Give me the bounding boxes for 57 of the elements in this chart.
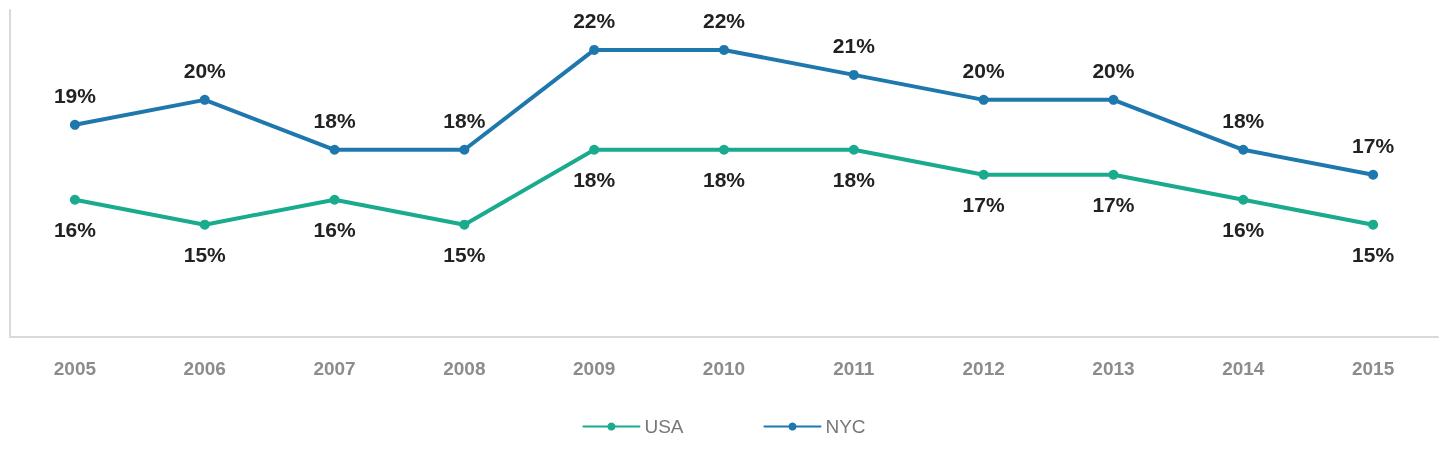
x-tick-label: 2010 bbox=[702, 358, 746, 379]
data-label: 18% bbox=[832, 167, 876, 191]
point bbox=[719, 44, 729, 55]
point bbox=[329, 194, 340, 205]
data-label: 21% bbox=[832, 33, 876, 57]
point bbox=[69, 119, 80, 130]
data-label: 15% bbox=[1352, 242, 1395, 266]
data-label: 16% bbox=[1222, 217, 1265, 241]
data-label: 16% bbox=[313, 217, 356, 241]
legend-label: USA bbox=[644, 416, 684, 437]
data-label: 19% bbox=[53, 83, 97, 107]
point bbox=[719, 144, 729, 155]
data-label: 20% bbox=[183, 58, 227, 82]
data-label: 18% bbox=[443, 108, 486, 132]
point bbox=[589, 44, 600, 55]
point bbox=[589, 144, 600, 155]
data-label: 15% bbox=[443, 242, 486, 266]
x-tick-label: 2007 bbox=[313, 358, 356, 379]
point bbox=[69, 194, 80, 205]
point bbox=[848, 69, 859, 80]
x-tick-label: 2011 bbox=[833, 358, 875, 379]
x-tick-label: 2006 bbox=[183, 358, 226, 379]
data-label: 18% bbox=[573, 167, 616, 191]
legend-label: NYC bbox=[825, 416, 866, 437]
point bbox=[199, 219, 210, 230]
data-label: 20% bbox=[962, 58, 1005, 82]
point bbox=[1238, 194, 1249, 205]
x-tick-label: 2008 bbox=[443, 358, 486, 379]
point bbox=[1368, 169, 1379, 180]
point bbox=[1108, 94, 1119, 105]
point bbox=[459, 219, 470, 230]
x-tick-label: 2013 bbox=[1092, 358, 1135, 379]
data-label: 17% bbox=[1352, 133, 1395, 157]
point bbox=[1108, 169, 1119, 180]
point bbox=[848, 144, 859, 155]
data-label: 15% bbox=[183, 242, 227, 266]
data-label: 18% bbox=[702, 167, 746, 191]
data-label: 17% bbox=[1092, 192, 1135, 216]
x-tick-label: 2015 bbox=[1351, 358, 1395, 379]
data-label: 18% bbox=[1222, 108, 1265, 132]
point bbox=[978, 94, 989, 105]
point bbox=[1368, 219, 1379, 230]
data-label: 20% bbox=[1092, 58, 1135, 82]
point bbox=[1238, 144, 1249, 155]
x-tick-label: 2014 bbox=[1222, 358, 1265, 379]
x-tick-label: 2012 bbox=[962, 358, 1005, 379]
x-tick-label: 2009 bbox=[573, 358, 616, 379]
point bbox=[978, 169, 989, 180]
data-label: 22% bbox=[573, 8, 616, 32]
x-tick-label: 2005 bbox=[53, 358, 97, 379]
data-label: 17% bbox=[962, 192, 1005, 216]
data-label: 22% bbox=[702, 8, 746, 32]
point bbox=[199, 94, 210, 105]
point bbox=[329, 144, 340, 155]
data-label: 18% bbox=[313, 108, 356, 132]
point bbox=[459, 144, 470, 155]
data-label: 16% bbox=[53, 217, 97, 241]
